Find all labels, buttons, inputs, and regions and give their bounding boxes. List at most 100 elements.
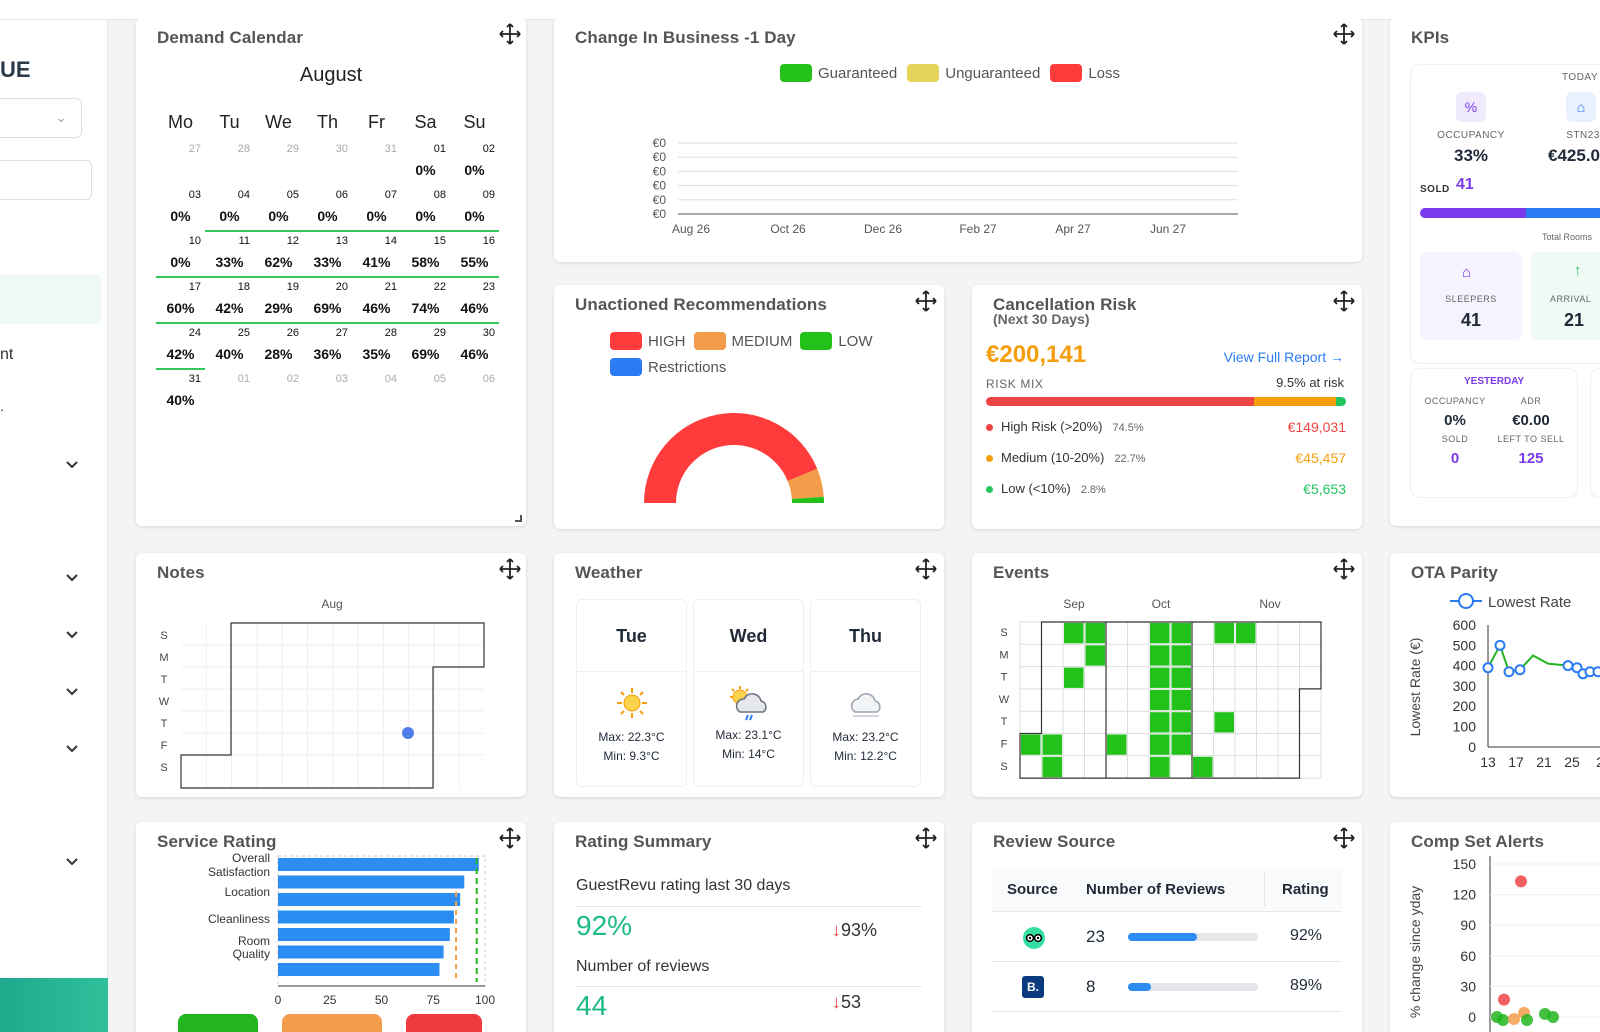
- calendar-day[interactable]: 01 0%: [401, 138, 450, 184]
- calendar-day[interactable]: 28 35%: [352, 322, 401, 368]
- calendar-day[interactable]: 31 40%: [156, 368, 205, 414]
- day-number: 10: [188, 235, 201, 247]
- chevron-down-icon[interactable]: [66, 857, 78, 867]
- calendar-day[interactable]: 17 60%: [156, 276, 205, 322]
- calendar-day[interactable]: 04: [352, 368, 401, 414]
- sidebar-item-label[interactable]: nt: [0, 346, 14, 363]
- calendar-day[interactable]: 26 28%: [254, 322, 303, 368]
- day-number: 23: [482, 281, 495, 293]
- search-input[interactable]: [0, 160, 92, 200]
- event-day: [1236, 623, 1256, 644]
- calendar-day[interactable]: 29 69%: [401, 322, 450, 368]
- calendar-day[interactable]: 20 69%: [303, 276, 352, 322]
- calendar-day[interactable]: 02: [254, 368, 303, 414]
- move-icon[interactable]: [1332, 22, 1356, 46]
- calendar-day[interactable]: 14 41%: [352, 230, 401, 276]
- move-icon[interactable]: [1332, 289, 1356, 313]
- calendar-day[interactable]: 10 0%: [156, 230, 205, 276]
- calendar-day[interactable]: 12 62%: [254, 230, 303, 276]
- day-occupancy: 35%: [362, 346, 391, 362]
- weekday-label: Tu: [219, 112, 240, 132]
- move-icon[interactable]: [914, 826, 938, 850]
- month-label: Oct: [1152, 597, 1171, 611]
- calendar-day[interactable]: 19 29%: [254, 276, 303, 322]
- move-icon[interactable]: [914, 289, 938, 313]
- month-label: Sep: [1063, 597, 1085, 611]
- legend-label: LOW: [838, 332, 873, 350]
- sidebar-item-active[interactable]: [0, 274, 102, 324]
- risk-pct: 74.5%: [1112, 422, 1144, 434]
- reviews-change: ↓53: [832, 992, 861, 1013]
- calendar-day[interactable]: 05 0%: [254, 184, 303, 230]
- chevron-down-icon[interactable]: [66, 687, 78, 697]
- resize-handle[interactable]: [515, 515, 522, 522]
- calendar-day[interactable]: 04 0%: [205, 184, 254, 230]
- occupancy-label: OCCUPANCY: [1437, 130, 1505, 141]
- calendar-day[interactable]: 30 46%: [450, 322, 499, 368]
- unactioned-card: Unactioned Recommendations HIGH MEDIUM LOW…: [554, 285, 944, 529]
- link-label[interactable]: View Full Report: [1223, 349, 1327, 365]
- calendar-day[interactable]: 02 0%: [450, 138, 499, 184]
- calendar-day[interactable]: 16 55%: [450, 230, 499, 276]
- card-title: OTA Parity: [1411, 563, 1498, 582]
- calendar-day[interactable]: 28: [205, 138, 254, 184]
- move-icon[interactable]: [1332, 826, 1356, 850]
- home-icon: ⌂: [1462, 264, 1472, 281]
- y-axis-label: % change since yday: [1407, 886, 1423, 1018]
- y-axis-label: Lowest Rate (€): [1407, 638, 1423, 737]
- move-icon[interactable]: [1332, 557, 1356, 581]
- column-header[interactable]: Rating: [1282, 881, 1329, 898]
- filter-red-button[interactable]: [406, 1014, 482, 1032]
- calendar-day[interactable]: 18 42%: [205, 276, 254, 322]
- calendar-day[interactable]: 03: [303, 368, 352, 414]
- calendar-day[interactable]: 30: [303, 138, 352, 184]
- view-full-report-link[interactable]: View Full Report →: [1224, 349, 1344, 365]
- y-tick-label: 0: [1468, 1009, 1476, 1025]
- calendar-day[interactable]: 27: [156, 138, 205, 184]
- filter-orange-button[interactable]: [282, 1014, 382, 1032]
- move-icon[interactable]: [498, 826, 522, 850]
- move-icon[interactable]: [498, 22, 522, 46]
- calendar-day[interactable]: 23 46%: [450, 276, 499, 322]
- calendar-day[interactable]: 03 0%: [156, 184, 205, 230]
- chevron-down-icon[interactable]: [66, 460, 78, 470]
- chart-legend: HIGH MEDIUM LOW Restrictions: [610, 332, 910, 376]
- calendar-day[interactable]: 31: [352, 138, 401, 184]
- chevron-down-icon[interactable]: [66, 573, 78, 583]
- calendar-day[interactable]: 13 33%: [303, 230, 352, 276]
- calendar-day[interactable]: 07 0%: [352, 184, 401, 230]
- calendar-day[interactable]: 29: [254, 138, 303, 184]
- calendar-day[interactable]: 15 58%: [401, 230, 450, 276]
- calendar-day[interactable]: 06 0%: [303, 184, 352, 230]
- column-header[interactable]: Number of Reviews: [1086, 881, 1226, 898]
- property-select[interactable]: ⌄: [0, 98, 82, 138]
- move-icon[interactable]: [914, 557, 938, 581]
- calendar-day[interactable]: 01: [205, 368, 254, 414]
- sidebar-footer-button[interactable]: [0, 978, 108, 1032]
- x-tick-label: 2: [1596, 754, 1600, 770]
- calendar-day[interactable]: 25 40%: [205, 322, 254, 368]
- review-source-card: Review Source Source Number of Reviews R…: [972, 822, 1362, 1032]
- calendar-day[interactable]: 24 42%: [156, 322, 205, 368]
- x-tick-label: Aug 26: [672, 222, 710, 236]
- calendar-day[interactable]: 22 74%: [401, 276, 450, 322]
- event-day: [1150, 689, 1170, 711]
- move-icon[interactable]: [498, 557, 522, 581]
- filter-green-button[interactable]: [178, 1014, 258, 1032]
- calendar-day[interactable]: 06: [450, 368, 499, 414]
- day-number: 31: [384, 143, 397, 155]
- column-header[interactable]: Source: [1007, 881, 1058, 898]
- calendar-day[interactable]: 21 46%: [352, 276, 401, 322]
- calendar-day[interactable]: 11 33%: [205, 230, 254, 276]
- calendar-day[interactable]: 09 0%: [450, 184, 499, 230]
- chevron-down-icon[interactable]: [66, 630, 78, 640]
- calendar-day[interactable]: 27 36%: [303, 322, 352, 368]
- chevron-down-icon[interactable]: [66, 744, 78, 754]
- kpi-yesterday-panel: [1410, 368, 1578, 498]
- month-outline: [180, 622, 485, 789]
- day-occupancy: 0%: [415, 208, 436, 224]
- calendar-day[interactable]: 08 0%: [401, 184, 450, 230]
- sleepers-value: 41: [1460, 310, 1482, 330]
- day-occupancy: 29%: [264, 300, 293, 316]
- calendar-day[interactable]: 05: [401, 368, 450, 414]
